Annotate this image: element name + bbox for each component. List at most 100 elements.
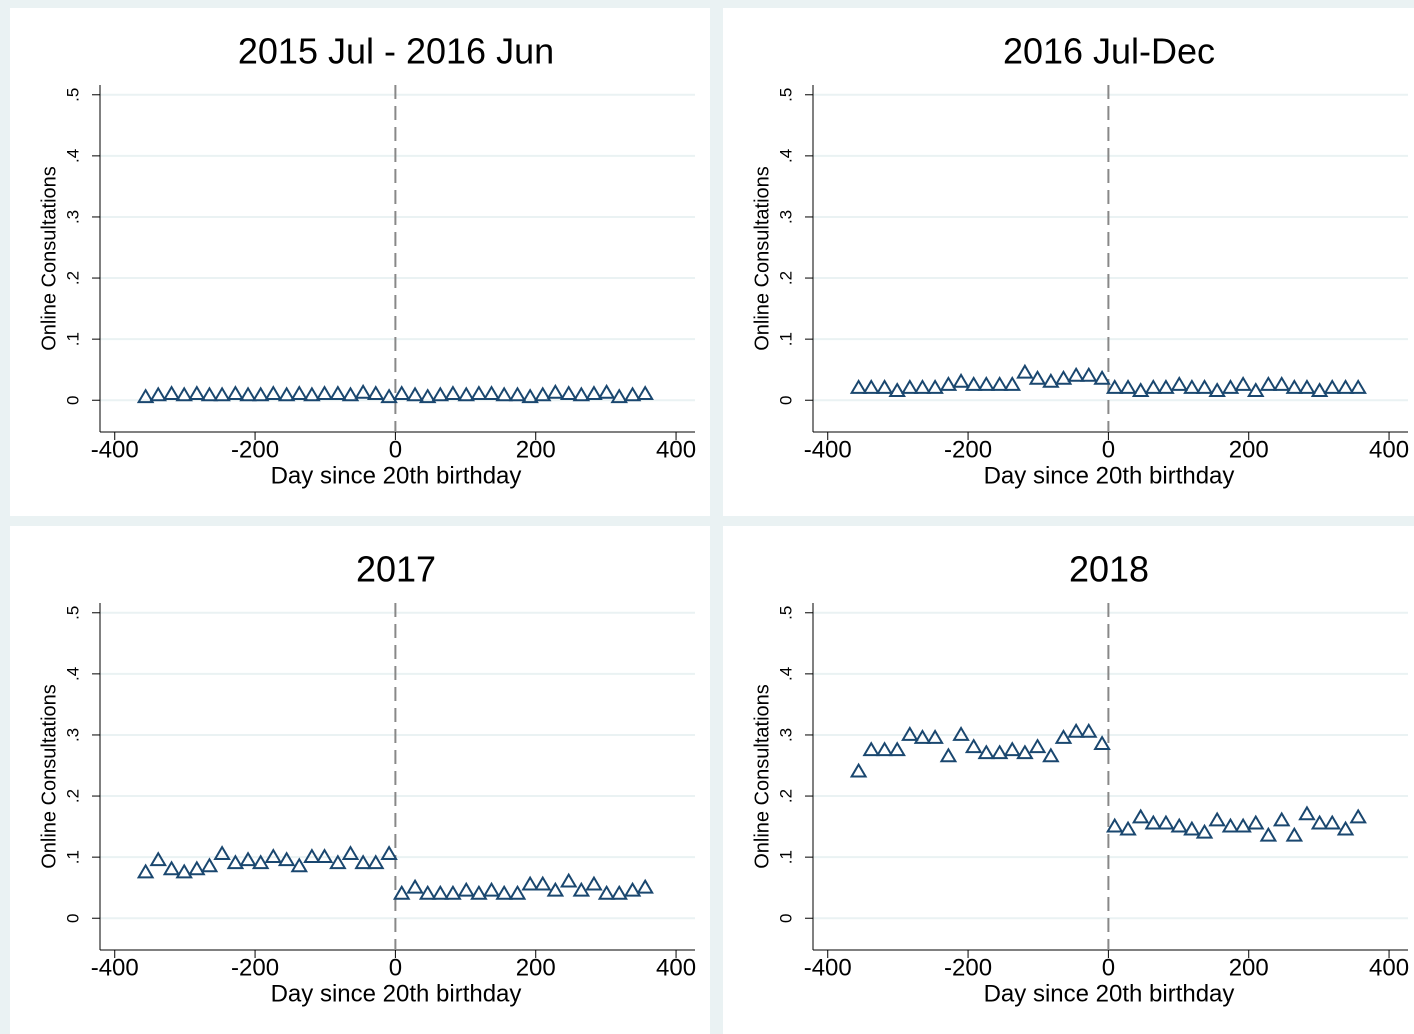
marker — [1183, 379, 1201, 394]
panel-background — [10, 8, 710, 516]
marker — [1246, 382, 1265, 397]
marker — [888, 741, 906, 757]
marker — [175, 386, 193, 402]
marker — [200, 386, 219, 402]
marker — [939, 375, 958, 391]
y-tick-label: .2 — [776, 789, 795, 803]
marker — [1157, 379, 1175, 394]
marker — [1119, 379, 1137, 394]
marker — [521, 388, 539, 404]
marker — [977, 375, 996, 391]
y-tick-label: .4 — [63, 149, 82, 163]
marker — [1208, 382, 1226, 397]
marker — [251, 854, 270, 870]
x-tick-label: 200 — [516, 954, 556, 981]
x-tick-label: -200 — [231, 954, 279, 981]
marker — [329, 854, 347, 870]
marker — [188, 860, 206, 876]
marker — [913, 729, 932, 744]
marker — [1170, 375, 1189, 391]
marker — [862, 379, 880, 394]
marker — [1157, 814, 1175, 830]
marker — [1170, 817, 1189, 833]
marker — [546, 383, 565, 399]
x-tick-label: -400 — [804, 954, 852, 981]
marker — [572, 386, 591, 402]
marker — [1195, 379, 1214, 394]
marker — [149, 386, 167, 402]
marker — [226, 854, 245, 870]
y-axis-title: Online Consultations — [38, 684, 60, 869]
marker — [585, 875, 603, 891]
x-tick-label: 400 — [1369, 954, 1409, 981]
marker — [1221, 379, 1240, 394]
x-axis-title: Day since 20th birthday — [271, 462, 522, 489]
y-tick-label: .1 — [776, 332, 795, 346]
marker — [470, 385, 488, 401]
panel-background — [723, 8, 1414, 516]
x-tick-label: 200 — [516, 436, 556, 463]
x-tick-label: 200 — [1229, 954, 1269, 981]
y-tick-label: .2 — [63, 789, 82, 803]
marker — [1119, 820, 1137, 836]
marker — [901, 379, 919, 394]
marker — [277, 851, 296, 867]
marker — [597, 383, 616, 399]
panel-background — [723, 526, 1414, 1034]
marker — [1016, 744, 1034, 760]
marker — [470, 884, 488, 900]
marker — [546, 881, 565, 897]
marker — [559, 385, 578, 401]
marker — [926, 379, 944, 394]
marker — [1310, 382, 1329, 397]
x-tick-label: 400 — [1369, 436, 1409, 463]
marker — [1131, 808, 1150, 824]
marker — [392, 884, 411, 900]
marker — [1105, 817, 1124, 833]
marker — [862, 741, 880, 757]
marker — [1067, 722, 1085, 738]
x-tick-label: 0 — [389, 954, 402, 981]
marker — [354, 383, 372, 399]
marker — [1093, 735, 1111, 751]
panel-background — [10, 526, 710, 1034]
x-tick-label: 400 — [656, 436, 696, 463]
marker — [977, 744, 996, 760]
marker — [1028, 738, 1047, 754]
marker — [149, 851, 167, 867]
marker — [926, 729, 944, 744]
marker — [1336, 820, 1355, 836]
y-tick-label: 0 — [776, 913, 795, 922]
marker — [1272, 375, 1291, 391]
marker — [1323, 814, 1341, 830]
marker — [136, 863, 155, 879]
marker — [367, 385, 385, 401]
marker — [444, 385, 462, 401]
marker — [572, 881, 591, 897]
marker — [508, 884, 527, 900]
marker — [1054, 729, 1073, 744]
marker — [315, 385, 334, 401]
marker — [175, 863, 193, 879]
marker — [610, 388, 628, 404]
marker — [406, 386, 424, 402]
marker — [1183, 820, 1201, 836]
y-tick-label: 0 — [63, 395, 82, 404]
marker — [290, 385, 309, 401]
marker — [431, 386, 450, 402]
marker — [1298, 379, 1316, 394]
marker — [418, 388, 437, 404]
marker — [444, 884, 462, 900]
marker — [508, 386, 527, 402]
marker — [901, 725, 919, 741]
marker — [1028, 369, 1047, 385]
marker — [1144, 814, 1163, 830]
marker — [623, 881, 642, 897]
marker — [1285, 379, 1304, 394]
marker — [457, 881, 476, 897]
x-tick-label: -200 — [231, 436, 279, 463]
x-tick-label: 0 — [389, 436, 402, 463]
y-tick-label: .5 — [63, 88, 82, 102]
y-tick-label: .2 — [63, 271, 82, 285]
